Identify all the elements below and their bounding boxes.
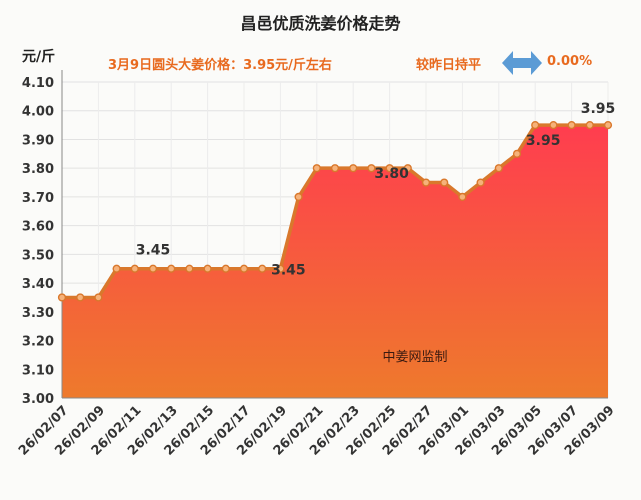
data-point — [239, 264, 249, 273]
data-point — [476, 178, 485, 187]
data-label: 3.45 — [271, 263, 306, 279]
label-layer: 3.45 3.45 3.80 3.95 3.95 — [136, 101, 616, 279]
double-arrow-icon — [502, 51, 542, 75]
data-point — [167, 264, 176, 273]
data-label: 3.45 — [136, 243, 171, 259]
data-point — [221, 264, 230, 273]
y-tick-label: 3.70 — [22, 191, 54, 206]
price-subtitle: 3月9日圆头大姜价格：3.95元/斤左右 — [108, 58, 332, 73]
data-point — [512, 149, 522, 158]
data-point — [531, 120, 540, 130]
data-label: 3.95 — [526, 133, 561, 149]
y-tick-label: 3.40 — [22, 277, 54, 292]
line-layer — [57, 120, 613, 302]
y-axis-unit-label: 元/斤 — [22, 49, 56, 65]
compare-percent: 0.00% — [547, 54, 593, 69]
y-tick-label: 3.60 — [22, 220, 54, 235]
y-tick-label: 3.30 — [22, 306, 54, 321]
data-point — [294, 192, 303, 202]
data-point — [549, 120, 558, 130]
data-point — [494, 164, 503, 173]
data-label: 3.95 — [581, 101, 616, 117]
y-tick-label: 4.10 — [22, 76, 54, 91]
data-point — [57, 293, 67, 302]
data-point — [276, 264, 285, 273]
data-point — [440, 178, 449, 187]
area-layer — [62, 125, 608, 398]
data-point — [585, 120, 594, 130]
data-point — [312, 164, 321, 173]
y-tick-label: 3.20 — [22, 335, 54, 350]
data-point — [603, 120, 613, 130]
data-point — [76, 293, 85, 302]
data-point — [385, 164, 394, 173]
chart-title: 昌邑优质洗姜价格走势 — [240, 14, 401, 33]
y-tick-label: 3.00 — [22, 392, 54, 407]
data-point — [203, 264, 212, 273]
data-point — [330, 164, 340, 173]
data-label: 3.80 — [374, 166, 409, 182]
data-point — [185, 264, 194, 273]
data-point — [148, 264, 158, 273]
data-point — [403, 164, 412, 173]
y-tick-label: 4.00 — [22, 105, 54, 120]
y-tick-label: 3.90 — [22, 133, 54, 148]
y-tick-label: 3.10 — [22, 363, 54, 378]
data-point — [349, 164, 358, 173]
price-area — [62, 125, 608, 398]
y-tick-label: 3.80 — [22, 162, 54, 177]
data-point — [567, 120, 576, 130]
data-point — [458, 192, 467, 202]
double-arrow-shape — [502, 51, 542, 75]
compare-label: 较昨日持平 — [416, 58, 482, 73]
data-point — [421, 178, 431, 187]
data-point — [258, 264, 267, 273]
data-point — [130, 264, 139, 273]
watermark-text: 中姜网监制 — [382, 350, 447, 365]
data-point — [367, 164, 376, 173]
y-tick-label: 3.50 — [22, 248, 54, 263]
data-point — [112, 264, 121, 273]
data-point — [94, 293, 103, 302]
